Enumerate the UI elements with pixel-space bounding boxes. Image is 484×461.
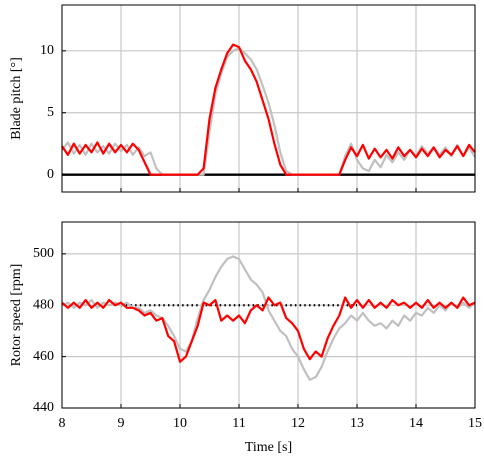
data-line [61, 47, 476, 176]
x-tick-label: 11 [232, 416, 245, 431]
x-tick-label: 12 [291, 416, 305, 431]
data-line [61, 255, 476, 381]
data-line [61, 43, 476, 176]
x-tick-label: 9 [118, 416, 125, 431]
data-line [61, 296, 476, 363]
y-tick-label: 5 [47, 105, 54, 120]
y-tick-label: 480 [33, 297, 54, 312]
y-tick-label: 10 [40, 43, 54, 58]
x-tick-label: 8 [59, 416, 66, 431]
y-tick-label: 0 [47, 167, 54, 182]
x-tick-label: 10 [173, 416, 187, 431]
x-tick-label: 13 [350, 416, 364, 431]
y-tick-label: 500 [33, 246, 54, 261]
y-axis-label: Rotor speed [rpm] [9, 264, 24, 367]
x-tick-label: 14 [409, 416, 423, 431]
y-axis-label: Blade pitch [°] [9, 57, 24, 140]
x-axis-label: Time [s] [245, 440, 292, 455]
plot-frame [61, 221, 476, 409]
plot-frame [61, 4, 476, 193]
y-tick-label: 440 [33, 400, 54, 415]
y-tick-label: 460 [33, 349, 54, 364]
x-tick-label: 15 [468, 416, 482, 431]
